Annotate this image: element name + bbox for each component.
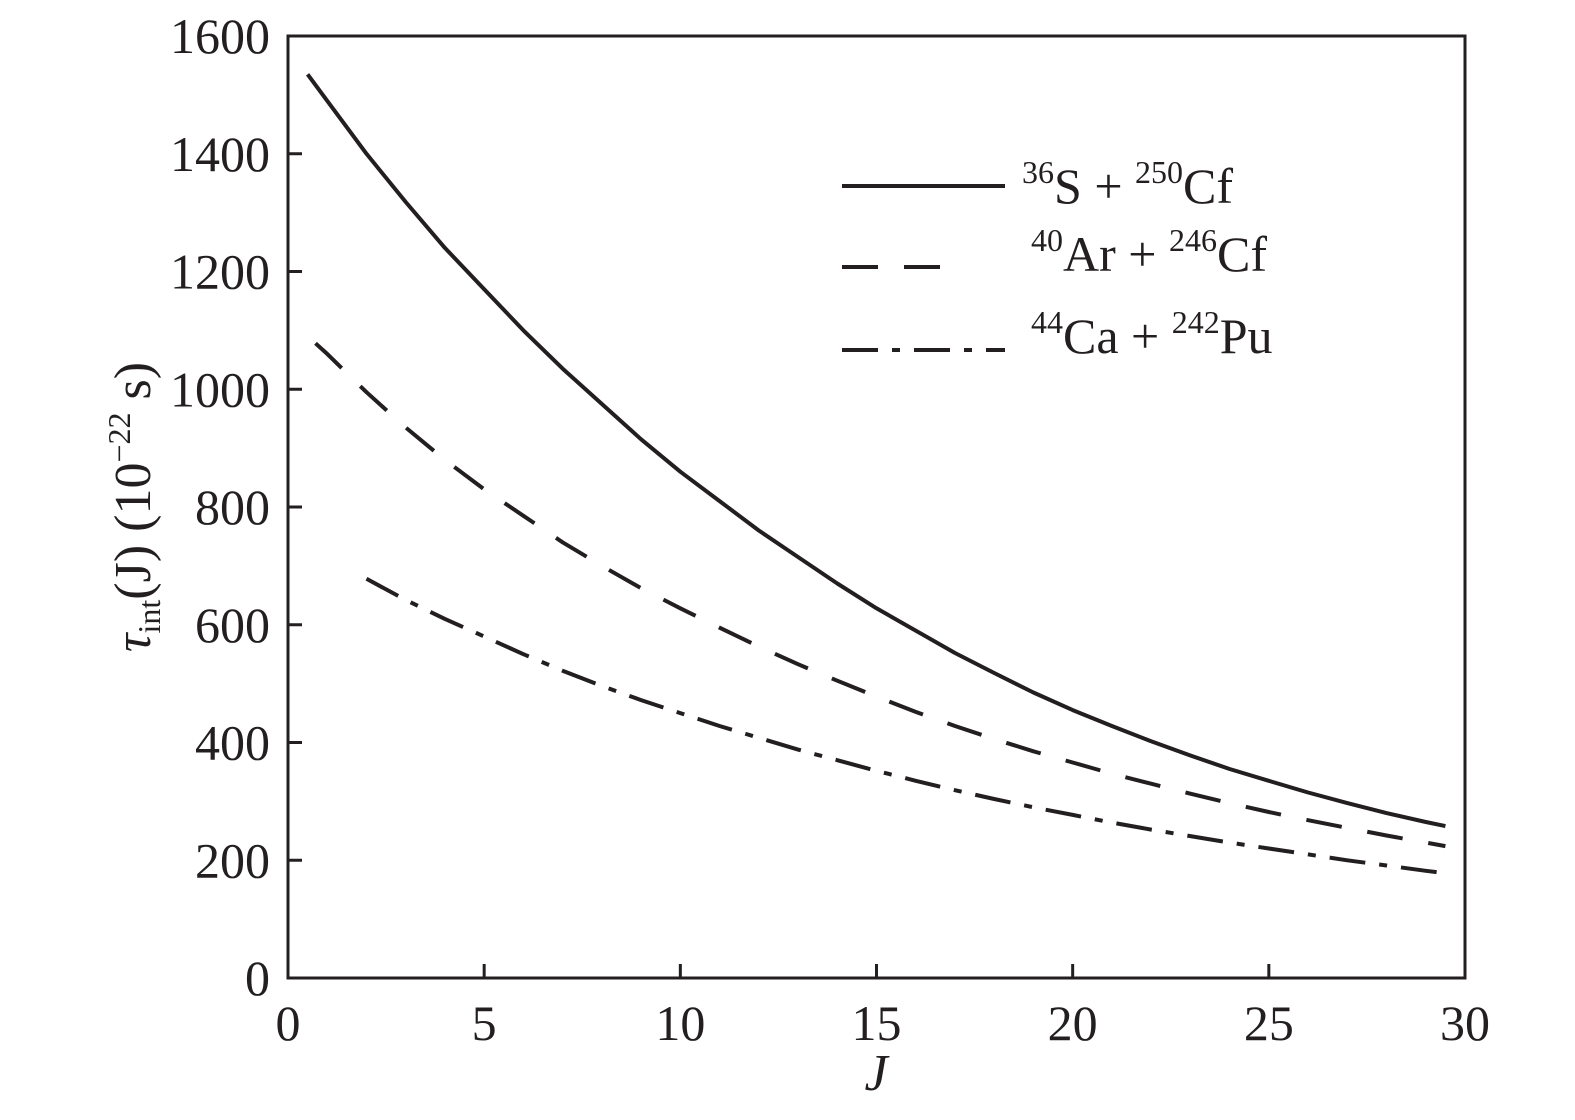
series-line-3 xyxy=(365,577,1446,876)
x-tick-label: 30 xyxy=(1440,995,1490,1051)
x-tick-label: 5 xyxy=(472,995,497,1051)
y-tick-label: 200 xyxy=(195,832,270,888)
y-tick-label: 1600 xyxy=(170,8,270,64)
y-tick-label: 0 xyxy=(245,950,270,1006)
legend-label-3: 44Ca + 242Pu xyxy=(1031,304,1273,364)
y-tick-label: 1400 xyxy=(170,126,270,182)
series-line-1 xyxy=(305,73,1446,829)
axis-ticks: 0 5 10 15 20 25 30 0 200 400 600 800 1000 1200 1400 160… xyxy=(170,8,1490,1051)
x-tick-label: 0 xyxy=(276,995,301,1051)
legend: 36S + 250Cf 40Ar + 246Cf 44Ca + 242Pu xyxy=(842,154,1273,364)
y-tick-label: 800 xyxy=(195,479,270,535)
legend-label-1: 36S + 250Cf xyxy=(1022,154,1233,214)
y-axis-subscript: int xyxy=(131,600,167,634)
x-tick-label: 25 xyxy=(1244,995,1294,1051)
series-line-2 xyxy=(314,341,1446,849)
y-axis-title: τint(J) (10−22 s) xyxy=(101,362,167,652)
y-axis-main: (J) (10 xyxy=(105,463,162,600)
x-tick-label: 20 xyxy=(1048,995,1098,1051)
series-lines xyxy=(305,73,1446,876)
x-tick-label: 10 xyxy=(655,995,705,1051)
y-axis-exponent: −22 xyxy=(101,412,137,462)
y-tick-label: 400 xyxy=(195,715,270,771)
y-axis-unit-tail: s) xyxy=(105,362,162,413)
y-tick-label: 1200 xyxy=(170,244,270,300)
legend-label-2: 40Ar + 246Cf xyxy=(1031,222,1267,282)
x-tick-label: 15 xyxy=(852,995,902,1051)
y-axis-symbol: τ xyxy=(105,631,162,652)
y-tick-label: 600 xyxy=(195,597,270,653)
x-axis-title: J xyxy=(864,1045,890,1102)
plot-frame xyxy=(286,34,1467,980)
y-tick-label: 1000 xyxy=(170,361,270,417)
